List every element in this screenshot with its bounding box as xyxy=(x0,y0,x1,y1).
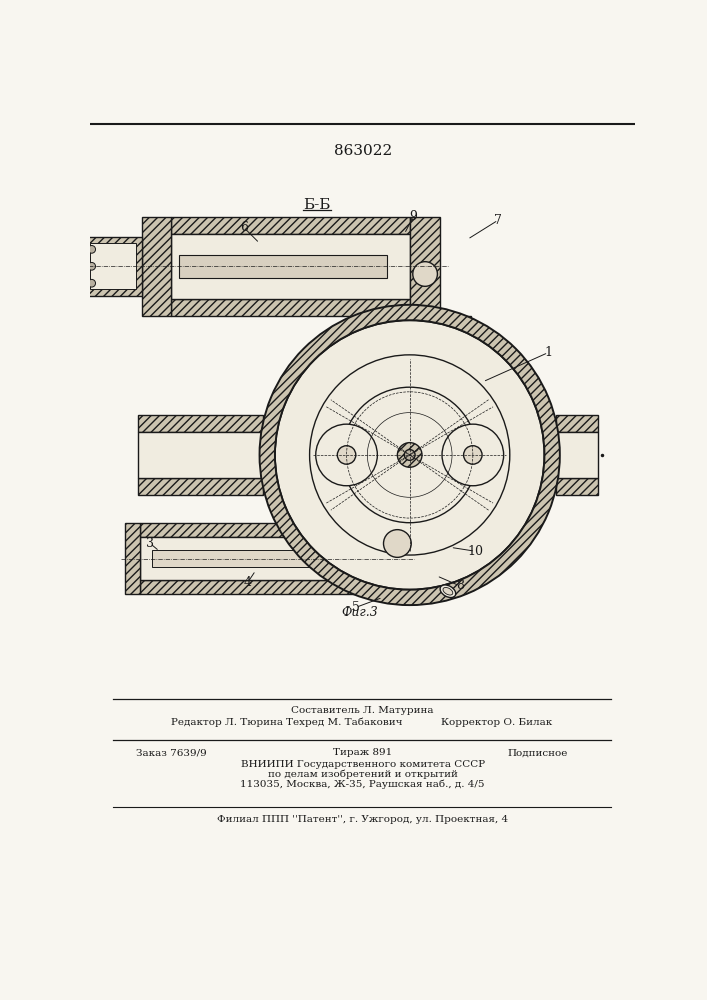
Text: ВНИИПИ Государственного комитета СССР: ВНИИПИ Государственного комитета СССР xyxy=(240,760,485,769)
Bar xyxy=(371,503,423,560)
Text: 6: 6 xyxy=(240,221,248,234)
Bar xyxy=(140,580,409,594)
Text: 8: 8 xyxy=(456,579,464,592)
Circle shape xyxy=(88,262,95,270)
Text: Техред М. Табакович: Техред М. Табакович xyxy=(286,717,402,727)
Bar xyxy=(141,217,171,316)
Circle shape xyxy=(342,387,477,523)
Text: 863022: 863022 xyxy=(334,144,392,158)
Bar xyxy=(140,537,409,580)
Circle shape xyxy=(88,279,95,287)
Circle shape xyxy=(397,443,422,467)
Bar xyxy=(152,550,398,567)
Bar xyxy=(409,217,440,316)
Bar xyxy=(556,478,598,495)
Bar xyxy=(90,243,136,289)
Text: 4: 4 xyxy=(244,576,252,588)
Bar xyxy=(138,432,264,478)
Text: 7: 7 xyxy=(494,214,502,227)
Bar xyxy=(138,478,264,495)
Text: 113035, Москва, Ж-35, Раушская наб., д. 4/5: 113035, Москва, Ж-35, Раушская наб., д. … xyxy=(240,780,485,789)
Bar xyxy=(62,235,84,297)
Text: Корректор О. Билак: Корректор О. Билак xyxy=(441,718,552,727)
Text: 1: 1 xyxy=(544,346,552,359)
Circle shape xyxy=(442,424,503,486)
Bar xyxy=(171,299,409,316)
Text: 9: 9 xyxy=(409,210,417,223)
Text: 10: 10 xyxy=(467,545,483,558)
Bar xyxy=(171,234,409,299)
Circle shape xyxy=(310,355,510,555)
Text: 3: 3 xyxy=(146,537,154,550)
Ellipse shape xyxy=(443,587,452,595)
Bar xyxy=(179,259,387,274)
Circle shape xyxy=(404,450,415,460)
Bar xyxy=(125,523,140,594)
Text: Заказ 7639/9: Заказ 7639/9 xyxy=(136,748,207,757)
Circle shape xyxy=(413,262,438,286)
Circle shape xyxy=(316,424,378,486)
Bar xyxy=(388,503,431,601)
Text: Фиг.3: Фиг.3 xyxy=(341,606,378,619)
Text: 5: 5 xyxy=(352,601,360,614)
Text: Тираж 891: Тираж 891 xyxy=(333,748,392,757)
Text: Составитель Л. Матурина: Составитель Л. Матурина xyxy=(291,706,434,715)
Ellipse shape xyxy=(440,585,456,598)
Bar xyxy=(556,432,598,478)
Text: Филиал ППП ''Патент'', г. Ужгород, ул. Проектная, 4: Филиал ППП ''Патент'', г. Ужгород, ул. П… xyxy=(217,815,508,824)
Wedge shape xyxy=(259,305,560,605)
Bar xyxy=(84,237,141,296)
Text: Редактор Л. Тюрина: Редактор Л. Тюрина xyxy=(171,718,283,727)
Text: Б-Б: Б-Б xyxy=(303,198,331,212)
Bar xyxy=(429,316,472,415)
Bar xyxy=(140,523,409,537)
Circle shape xyxy=(383,530,411,557)
Circle shape xyxy=(337,446,356,464)
Circle shape xyxy=(59,246,87,274)
Text: Подписное: Подписное xyxy=(507,748,568,757)
Bar xyxy=(556,415,598,432)
Bar xyxy=(171,217,409,234)
Text: по делам изобретений и открытий: по делам изобретений и открытий xyxy=(268,770,457,779)
Circle shape xyxy=(275,320,544,590)
Bar xyxy=(398,487,421,503)
Circle shape xyxy=(67,254,79,266)
Circle shape xyxy=(88,246,95,253)
Circle shape xyxy=(464,446,482,464)
Bar xyxy=(179,255,387,278)
Bar xyxy=(138,415,264,432)
